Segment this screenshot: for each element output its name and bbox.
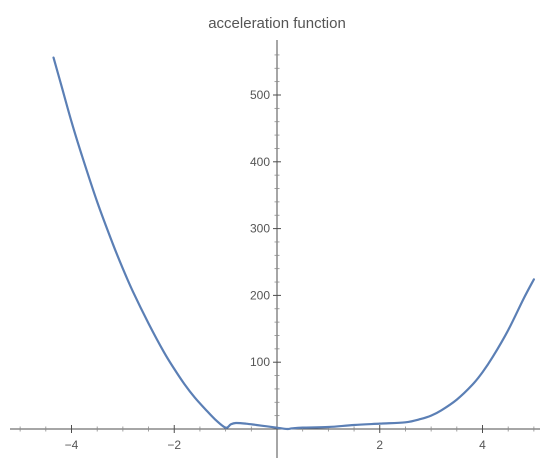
y-tick-label: 500 [250,88,270,102]
x-tick-label: −2 [167,438,181,452]
tick-labels: −4 −2 2 4 100 200 300 400 500 [65,88,487,452]
y-tick-label: 300 [250,222,270,236]
x-tick-label: 2 [376,438,383,452]
axes [10,40,540,458]
y-tick-label: 400 [250,155,270,169]
x-tick-label: −4 [65,438,79,452]
series-layer [52,56,535,431]
series-line-0 [52,56,535,431]
chart-title: acceleration function [208,15,346,32]
x-tick-label: 4 [479,438,486,452]
tick-marks [19,54,535,433]
y-tick-label: 100 [250,355,270,369]
y-tick-label: 200 [250,288,270,302]
